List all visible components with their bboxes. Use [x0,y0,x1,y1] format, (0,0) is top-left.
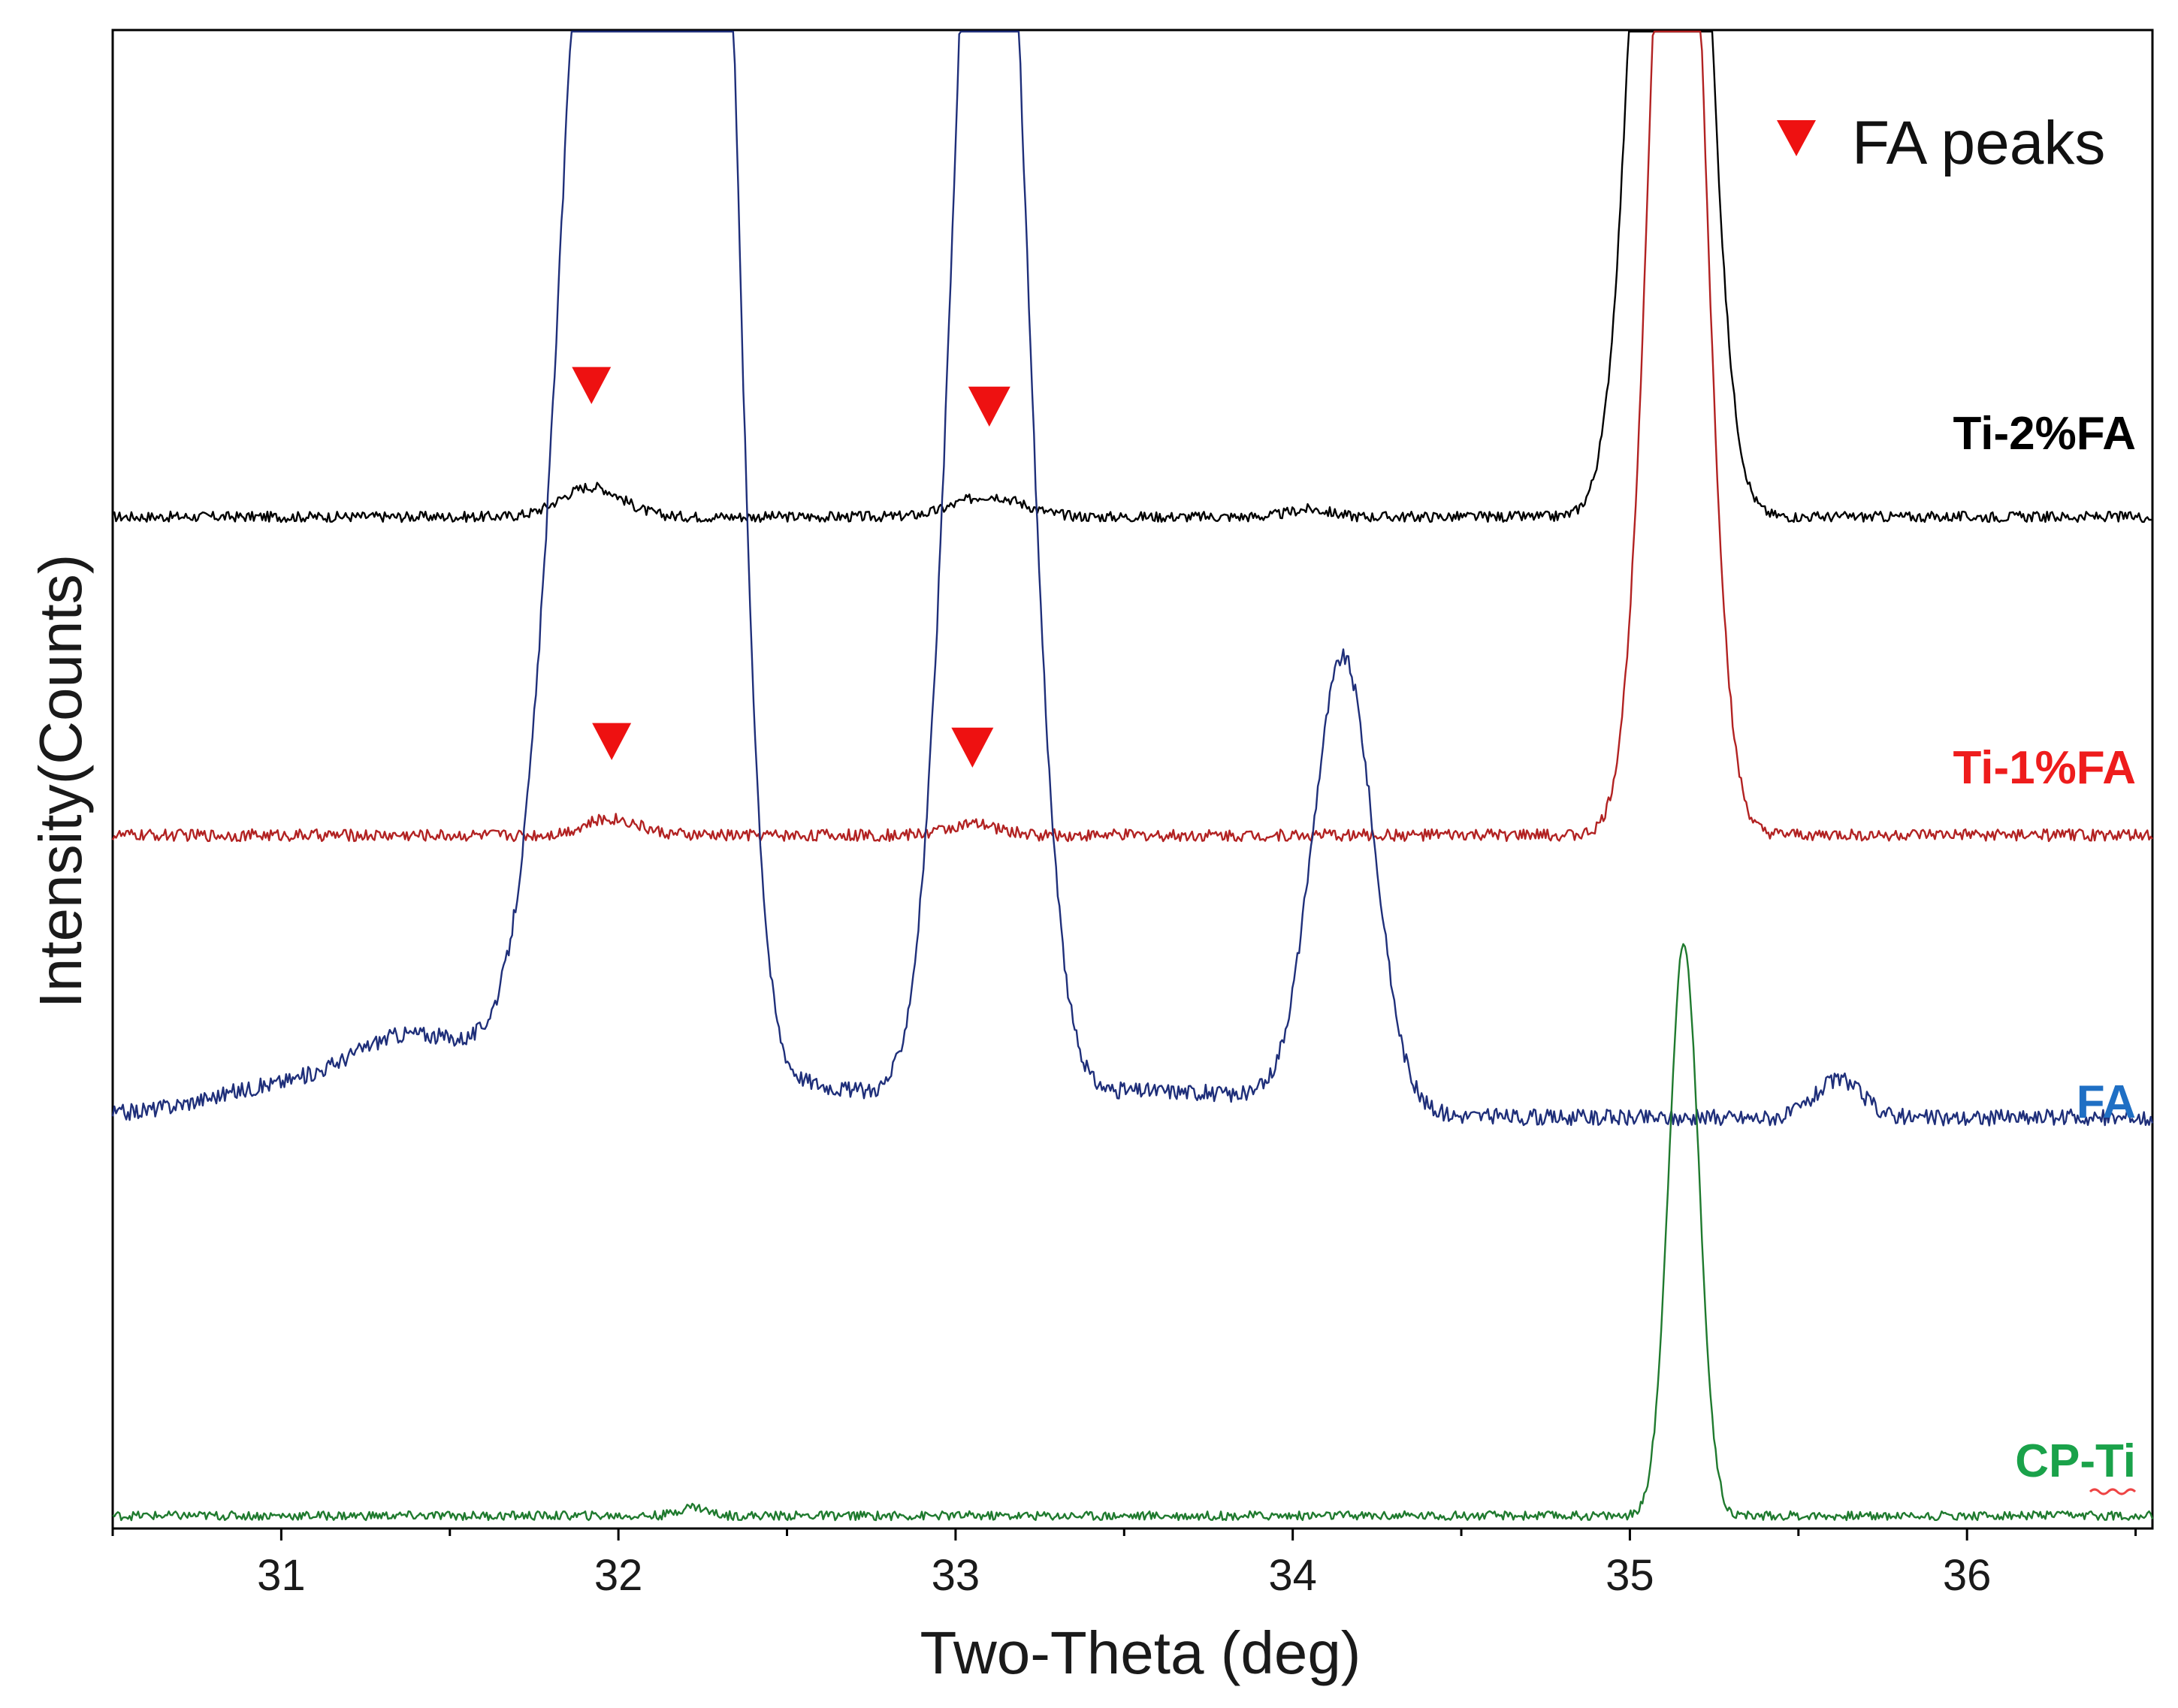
x-tick-label: 33 [932,1551,980,1600]
plot-area: 31 32 33 34 35 36 [111,29,2154,1600]
marker-layer [572,367,1010,768]
series-label-fa: FA [2077,1076,2136,1128]
x-tick-label: 31 [257,1551,306,1600]
series-label-ti-1fa: Ti-1%FA [1953,742,2136,794]
cp-ti-squiggle-underline [2089,1488,2137,1495]
x-tick-label: 36 [1943,1551,1992,1600]
fa-peak-marker-icon [951,727,994,768]
x-tick-label: 34 [1268,1551,1317,1600]
tick-layer: 31 32 33 34 35 36 [111,1528,2137,1600]
plot-frame [111,29,2154,1530]
x-axis-title: Two-Theta (deg) [920,1619,1361,1686]
series-line-ti-2-fa [112,30,2153,524]
series-label-ti-2fa: Ti-2%FA [1953,408,2136,460]
series-label-cp-ti: CP-Ti [2015,1435,2136,1487]
legend-label: FA peaks [1852,109,2105,177]
x-tick-label: 35 [1606,1551,1654,1600]
series-labels: Ti-2%FA Ti-1%FA FA CP-Ti [1953,408,2137,1495]
x-tick-label: 32 [594,1551,643,1600]
series-line-fa [111,30,2154,1127]
fa-peak-marker-icon [572,367,612,404]
legend-marker-icon [1777,120,1816,156]
series-line-cp-ti [112,943,2154,1522]
series-line-ti-1-fa [111,30,2153,843]
legend: FA peaks [1777,109,2105,177]
y-axis-title: Intensity(Counts) [27,554,94,1009]
fa-peak-marker-icon [968,386,1010,427]
fa-peak-marker-icon [592,723,632,760]
series-layer [111,30,2154,1522]
